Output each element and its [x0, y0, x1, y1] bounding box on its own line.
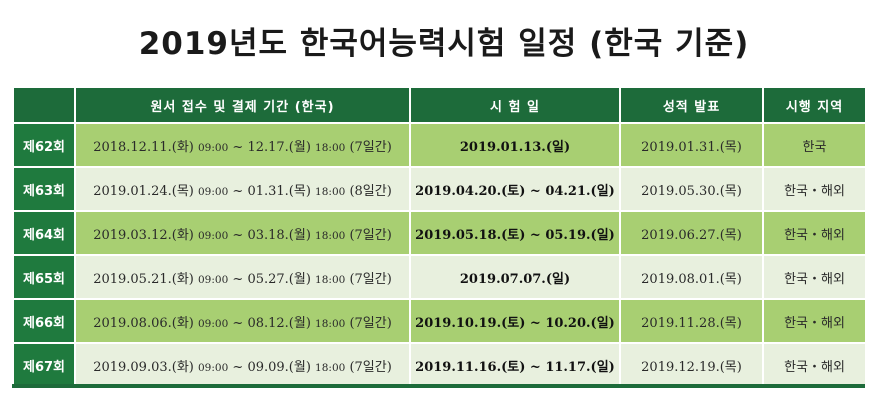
exam-schedule-table: 원서 접수 및 결제 기간 (한국) 시 험 일 성적 발표 시행 지역 제62…: [12, 86, 867, 388]
application-tilde: ~: [232, 315, 244, 331]
round-label: 제65회: [12, 254, 76, 300]
application-start-time: 09:00: [198, 273, 229, 286]
application-start-date: 2019.01.24.(목): [93, 183, 194, 199]
header-results-date: 성적 발표: [619, 86, 764, 124]
round-label: 제67회: [12, 342, 76, 388]
application-duration: (7일간): [349, 315, 392, 331]
application-tilde: ~: [232, 183, 244, 199]
application-tilde: ~: [232, 359, 244, 375]
application-start-time: 09:00: [198, 317, 229, 330]
round-label: 제63회: [12, 166, 76, 212]
results-date: 2019.05.30.(목): [619, 166, 764, 212]
application-end-time: 18:00: [315, 361, 346, 374]
application-period: 2019.03.12.(화) 09:00 ~ 03.18.(월) 18:00 (…: [74, 210, 411, 256]
table-body: 제62회 2018.12.11.(화) 09:00 ~ 12.17.(월) 18:…: [12, 122, 867, 388]
exam-region: 한국・해외: [762, 342, 867, 388]
application-end-time: 18:00: [315, 229, 346, 242]
application-start-time: 09:00: [198, 361, 229, 374]
exam-region: 한국・해외: [762, 210, 867, 256]
results-date: 2019.11.28.(목): [619, 298, 764, 344]
exam-region: 한국・해외: [762, 254, 867, 300]
table-row: 제62회 2018.12.11.(화) 09:00 ~ 12.17.(월) 18:…: [12, 122, 867, 168]
table-row: 제64회 2019.03.12.(화) 09:00 ~ 03.18.(월) 18:…: [12, 210, 867, 256]
exam-region: 한국: [762, 122, 867, 168]
header-exam-date: 시 험 일: [409, 86, 621, 124]
table-row: 제67회 2019.09.03.(화) 09:00 ~ 09.09.(월) 18:…: [12, 342, 867, 388]
application-period: 2019.05.21.(화) 09:00 ~ 05.27.(월) 18:00 (…: [74, 254, 411, 300]
page-title: 2019년도 한국어능력시험 일정 (한국 기준): [138, 26, 750, 62]
exam-date: 2019.04.20.(토) ~ 04.21.(일): [409, 166, 621, 212]
header-corner: [12, 86, 76, 124]
application-period: 2019.01.24.(목) 09:00 ~ 01.31.(목) 18:00 (…: [74, 166, 411, 212]
header-application-period: 원서 접수 및 결제 기간 (한국): [74, 86, 411, 124]
exam-date: 2019.07.07.(일): [409, 254, 621, 300]
application-period: 2018.12.11.(화) 09:00 ~ 12.17.(월) 18:00 (…: [74, 122, 411, 168]
application-end-date: 03.18.(월): [247, 227, 311, 243]
application-duration: (8일간): [349, 183, 392, 199]
application-tilde: ~: [232, 139, 244, 155]
application-end-time: 18:00: [315, 185, 346, 198]
exam-region: 한국・해외: [762, 298, 867, 344]
application-end-date: 01.31.(목): [247, 183, 311, 199]
application-start-date: 2018.12.11.(화): [93, 139, 194, 155]
results-date: 2019.01.31.(목): [619, 122, 764, 168]
application-start-time: 09:00: [198, 229, 229, 242]
table-header-row: 원서 접수 및 결제 기간 (한국) 시 험 일 성적 발표 시행 지역: [12, 86, 867, 124]
application-duration: (7일간): [349, 227, 392, 243]
header-region: 시행 지역: [762, 86, 867, 124]
application-end-date: 05.27.(월): [247, 271, 311, 287]
exam-date: 2019.05.18.(토) ~ 05.19.(일): [409, 210, 621, 256]
application-period: 2019.09.03.(화) 09:00 ~ 09.09.(월) 18:00 (…: [74, 342, 411, 388]
results-date: 2019.08.01.(목): [619, 254, 764, 300]
application-end-time: 18:00: [315, 273, 346, 286]
application-start-date: 2019.08.06.(화): [93, 315, 194, 331]
exam-date: 2019.10.19.(토) ~ 10.20.(일): [409, 298, 621, 344]
exam-date: 2019.11.16.(토) ~ 11.17.(일): [409, 342, 621, 388]
bottom-divider: [12, 384, 865, 388]
application-duration: (7일간): [349, 139, 392, 155]
results-date: 2019.12.19.(목): [619, 342, 764, 388]
application-duration: (7일간): [349, 271, 392, 287]
round-label: 제62회: [12, 122, 76, 168]
application-duration: (7일간): [349, 359, 392, 375]
round-label: 제66회: [12, 298, 76, 344]
exam-region: 한국・해외: [762, 166, 867, 212]
application-end-time: 18:00: [315, 141, 346, 154]
application-start-date: 2019.05.21.(화): [93, 271, 194, 287]
application-end-date: 08.12.(월): [247, 315, 311, 331]
application-start-date: 2019.03.12.(화): [93, 227, 194, 243]
application-end-date: 12.17.(월): [247, 139, 311, 155]
application-end-date: 09.09.(월): [247, 359, 311, 375]
application-start-time: 09:00: [198, 141, 229, 154]
table-row: 제65회 2019.05.21.(화) 09:00 ~ 05.27.(월) 18:…: [12, 254, 867, 300]
application-end-time: 18:00: [315, 317, 346, 330]
results-date: 2019.06.27.(목): [619, 210, 764, 256]
table-row: 제63회 2019.01.24.(목) 09:00 ~ 01.31.(목) 18:…: [12, 166, 867, 212]
application-start-date: 2019.09.03.(화): [93, 359, 194, 375]
application-period: 2019.08.06.(화) 09:00 ~ 08.12.(월) 18:00 (…: [74, 298, 411, 344]
application-tilde: ~: [232, 271, 244, 287]
exam-date: 2019.01.13.(일): [409, 122, 621, 168]
application-tilde: ~: [232, 227, 244, 243]
round-label: 제64회: [12, 210, 76, 256]
table-row: 제66회 2019.08.06.(화) 09:00 ~ 08.12.(월) 18:…: [12, 298, 867, 344]
application-start-time: 09:00: [198, 185, 229, 198]
